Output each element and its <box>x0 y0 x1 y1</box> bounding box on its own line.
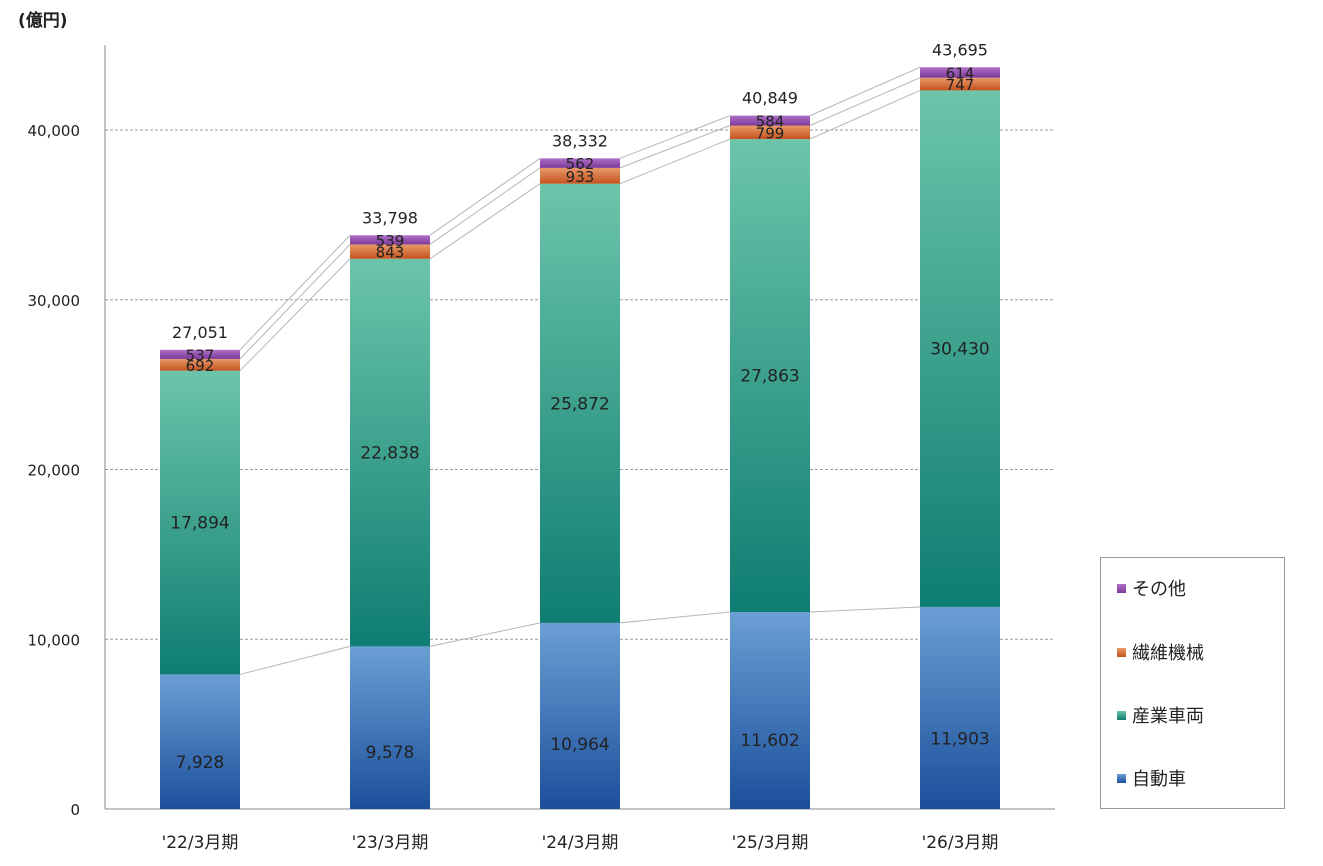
industrial-vehicle-value-label: 27,863 <box>740 367 799 387</box>
series-connector-line <box>809 77 921 126</box>
automobile-bar-segment <box>160 674 240 809</box>
legend-label: 繊維機械 <box>1132 643 1204 664</box>
series-connector-line <box>239 645 351 675</box>
series-connector-line <box>429 157 541 236</box>
legend-swatch <box>1117 710 1126 720</box>
automobile-value-label: 7,928 <box>176 753 225 773</box>
series-connector-line <box>809 66 921 117</box>
series-connector-line <box>429 183 541 260</box>
x-category-label: '23/3月期 <box>352 833 429 853</box>
automobile-bar-segment <box>540 622 620 809</box>
total-value-label: 38,332 <box>552 131 608 150</box>
textile-machinery-bar-segment <box>730 125 810 140</box>
other-value-label: 614 <box>946 65 975 83</box>
industrial-vehicle-value-label: 22,838 <box>360 444 419 464</box>
textile-machinery-value-label: 933 <box>566 168 595 186</box>
industrial-vehicle-value-label: 17,894 <box>170 514 229 534</box>
industrial-vehicle-value-label: 25,872 <box>550 394 609 414</box>
industrial-vehicle-bar-segment <box>730 139 810 613</box>
series-connector-line <box>619 138 731 185</box>
y-tick-label: 30,000 <box>28 292 81 310</box>
series-connector-line <box>619 115 731 159</box>
series-connector-line <box>619 125 731 169</box>
series-connector-line <box>429 622 541 647</box>
other-bar-segment <box>730 115 810 126</box>
other-bar-segment <box>540 158 620 168</box>
legend-swatch <box>1117 773 1126 783</box>
legend-item: その他 <box>1117 576 1186 600</box>
legend-item: 産業車両 <box>1117 703 1204 727</box>
x-category-label: '26/3月期 <box>922 833 999 853</box>
automobile-value-label: 11,602 <box>740 731 799 751</box>
automobile-bar-segment <box>920 606 1000 809</box>
total-value-label: 40,849 <box>742 89 798 108</box>
total-value-label: 33,798 <box>362 208 418 227</box>
x-category-label: '25/3月期 <box>732 833 809 853</box>
textile-machinery-bar-segment <box>160 358 240 371</box>
textile-machinery-value-label: 843 <box>376 244 405 262</box>
legend-item: 繊維機械 <box>1117 640 1204 664</box>
textile-machinery-bar-segment <box>920 77 1000 91</box>
series-connector-line <box>239 244 351 360</box>
x-category-label: '24/3月期 <box>542 833 619 853</box>
series-connector-line <box>429 167 541 245</box>
total-value-label: 27,051 <box>172 323 228 342</box>
x-category-label: '22/3月期 <box>162 833 239 853</box>
textile-machinery-bar-segment <box>540 167 620 184</box>
series-connector-line <box>619 611 731 624</box>
textile-machinery-value-label: 747 <box>946 76 975 94</box>
other-value-label: 537 <box>186 346 215 364</box>
automobile-bar-segment <box>350 646 430 809</box>
textile-machinery-value-label: 799 <box>756 124 785 142</box>
series-connector-line <box>239 258 351 372</box>
other-bar-segment <box>350 235 430 245</box>
other-value-label: 539 <box>376 232 405 250</box>
other-bar-segment <box>160 349 240 359</box>
industrial-vehicle-value-label: 30,430 <box>930 340 989 360</box>
legend-swatch <box>1117 583 1126 593</box>
series-connector-line <box>809 89 921 140</box>
legend-label: 自動車 <box>1132 769 1186 790</box>
legend-item: 自動車 <box>1117 766 1186 790</box>
y-axis-unit-label: (億円) <box>18 11 68 31</box>
industrial-vehicle-bar-segment <box>350 258 430 647</box>
textile-machinery-bar-segment <box>350 244 430 259</box>
y-tick-label: 20,000 <box>28 462 81 480</box>
automobile-value-label: 9,578 <box>366 743 415 763</box>
chart-legend: その他繊維機械産業車両自動車 <box>1100 557 1285 809</box>
automobile-value-label: 10,964 <box>550 735 609 755</box>
other-bar-segment <box>920 67 1000 78</box>
other-value-label: 562 <box>566 155 595 173</box>
series-connector-line <box>239 234 351 351</box>
y-tick-label: 0 <box>70 801 80 819</box>
other-value-label: 584 <box>756 113 785 131</box>
textile-machinery-value-label: 692 <box>186 357 215 375</box>
total-value-label: 43,695 <box>932 40 988 59</box>
industrial-vehicle-bar-segment <box>920 90 1000 607</box>
y-tick-label: 40,000 <box>28 122 81 140</box>
industrial-vehicle-bar-segment <box>160 370 240 675</box>
automobile-value-label: 11,903 <box>930 729 989 749</box>
automobile-bar-segment <box>730 612 810 809</box>
industrial-vehicle-bar-segment <box>540 183 620 623</box>
series-connector-line <box>809 606 921 613</box>
legend-label: その他 <box>1132 579 1186 600</box>
legend-swatch <box>1117 647 1126 657</box>
y-tick-label: 10,000 <box>28 631 81 649</box>
legend-label: 産業車両 <box>1132 706 1204 727</box>
